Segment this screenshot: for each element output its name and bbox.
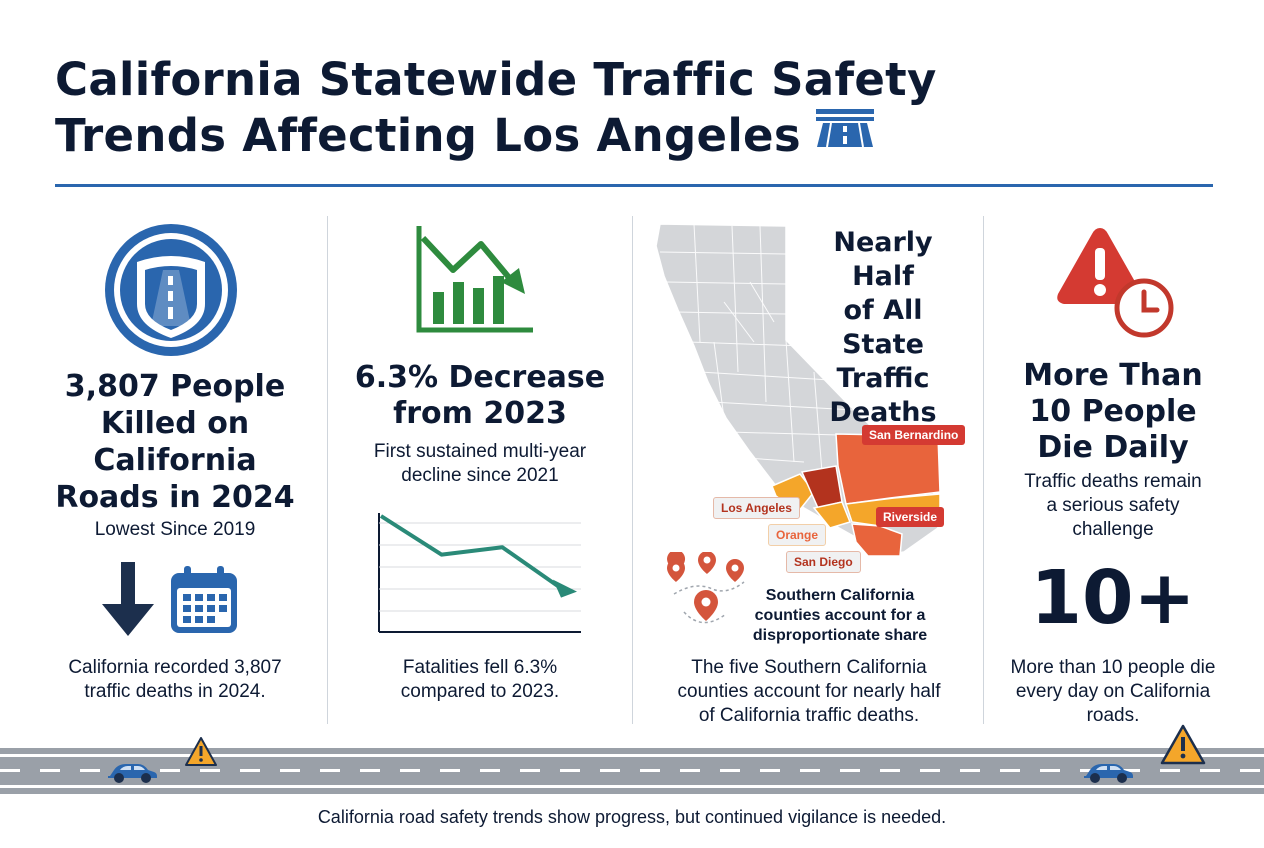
headline-line: Die Daily xyxy=(1037,430,1189,465)
panel4-headline: More Than 10 People Die Daily xyxy=(990,358,1236,466)
daily-deaths-stat: 10+ xyxy=(1030,555,1196,641)
page-title: California Statewide Traffic Safety Tren… xyxy=(55,52,1165,167)
panel1-headline: 3,807 People Killed on California Roads … xyxy=(30,368,320,516)
headline-line: Deaths xyxy=(829,397,937,428)
calendar-icon xyxy=(168,564,240,641)
body-line: More than 10 people die xyxy=(1010,657,1216,678)
subhead-line: Traffic deaths remain xyxy=(1024,471,1202,492)
headline-line: 3,807 People xyxy=(64,369,286,404)
panel4-subhead: Traffic deaths remain a serious safety c… xyxy=(990,470,1236,542)
county-label-san-diego: San Diego xyxy=(786,551,861,573)
title-rule xyxy=(55,184,1213,187)
county-label-los-angeles: Los Angeles xyxy=(713,497,800,519)
trend-arrowhead xyxy=(553,579,577,598)
body-line: roads. xyxy=(1086,705,1140,726)
callout-line: Southern California xyxy=(765,587,915,604)
trend-chart xyxy=(377,508,583,643)
body-line: compared to 2023. xyxy=(400,681,560,702)
headline-line: 6.3% Decrease xyxy=(354,360,606,395)
panel-decrease: 6.3% Decrease from 2023 First sustained … xyxy=(335,200,625,730)
panel3-callout: Southern California counties account for… xyxy=(740,586,940,646)
headline-line: Killed on xyxy=(100,406,250,441)
panel3-body: The five Southern California counties ac… xyxy=(640,656,978,728)
headline-line: from 2023 xyxy=(393,396,567,431)
warning-icon xyxy=(1052,224,1148,313)
panel-daily-deaths: More Than 10 People Die Daily Traffic de… xyxy=(990,200,1236,730)
callout-line: disproportionate share xyxy=(752,627,928,644)
panel1-subhead: Lowest Since 2019 xyxy=(94,519,256,540)
panel2-headline: 6.3% Decrease from 2023 xyxy=(335,360,625,432)
headline-line: of All State xyxy=(842,295,924,360)
body-line: of California traffic deaths. xyxy=(698,705,920,726)
panel-deaths-2024: 3,807 People Killed on California Roads … xyxy=(30,200,320,730)
subhead-line: decline since 2021 xyxy=(401,465,559,486)
road-badge-icon xyxy=(101,220,241,365)
body-line: California recorded 3,807 xyxy=(68,657,282,678)
body-line: traffic deaths in 2024. xyxy=(84,681,266,702)
road-edge-line xyxy=(0,754,1264,757)
panel1-body: California recorded 3,807 traffic deaths… xyxy=(30,656,320,704)
road-edge-line xyxy=(0,785,1264,788)
body-line: every day on California xyxy=(1015,681,1211,702)
title-line-1: California Statewide Traffic Safety xyxy=(55,53,937,106)
highway-icon xyxy=(815,106,875,162)
car-icon xyxy=(106,760,158,789)
warning-icon xyxy=(184,736,218,773)
warning-icon xyxy=(1160,724,1206,771)
title-line-2-wrap: Trends Affecting Los Angeles xyxy=(55,108,1165,167)
panel-divider xyxy=(983,216,984,724)
headline-line: More Than xyxy=(1023,358,1203,393)
subhead-line: First sustained multi-year xyxy=(373,441,587,462)
panel2-subhead: First sustained multi-year decline since… xyxy=(335,440,625,488)
callout-line: counties account for a xyxy=(754,607,926,624)
road-center-dash xyxy=(0,769,1264,772)
car-icon xyxy=(1082,760,1134,789)
california-map xyxy=(654,222,954,567)
declining-chart-icon xyxy=(415,224,537,339)
headline-line: Nearly Half xyxy=(833,227,933,292)
panel2-body: Fatalities fell 6.3% compared to 2023. xyxy=(335,656,625,704)
county-label-riverside: Riverside xyxy=(876,507,945,527)
body-line: The five Southern California xyxy=(691,657,927,678)
title-line-2: Trends Affecting Los Angeles xyxy=(55,109,801,162)
footer-caption: California road safety trends show progr… xyxy=(317,807,947,827)
body-line: counties account for nearly half xyxy=(677,681,941,702)
headline-line: Traffic xyxy=(836,363,930,394)
panel3-headline: Nearly Half of All State Traffic Deaths xyxy=(798,226,968,430)
panel4-body: More than 10 people die every day on Cal… xyxy=(990,656,1236,728)
headline-line: Roads in 2024 xyxy=(55,480,295,515)
panel-divider xyxy=(327,216,328,724)
clock-icon xyxy=(1114,278,1174,343)
county-label-san-bernardino: San Bernardino xyxy=(862,425,966,445)
panel-southern-counties: Nearly Half of All State Traffic Deaths … xyxy=(640,200,978,730)
down-arrow-icon xyxy=(102,562,154,643)
subhead-line: a serious safety xyxy=(1046,495,1180,516)
county-label-orange: Orange xyxy=(768,524,827,546)
body-line: Fatalities fell 6.3% xyxy=(402,657,558,678)
headline-line: 10 People xyxy=(1029,394,1197,429)
panel-divider xyxy=(632,216,633,724)
trend-line xyxy=(379,514,565,592)
subhead-line: challenge xyxy=(1072,519,1154,540)
map-pin-icon xyxy=(664,550,754,645)
headline-line: California xyxy=(93,443,257,478)
